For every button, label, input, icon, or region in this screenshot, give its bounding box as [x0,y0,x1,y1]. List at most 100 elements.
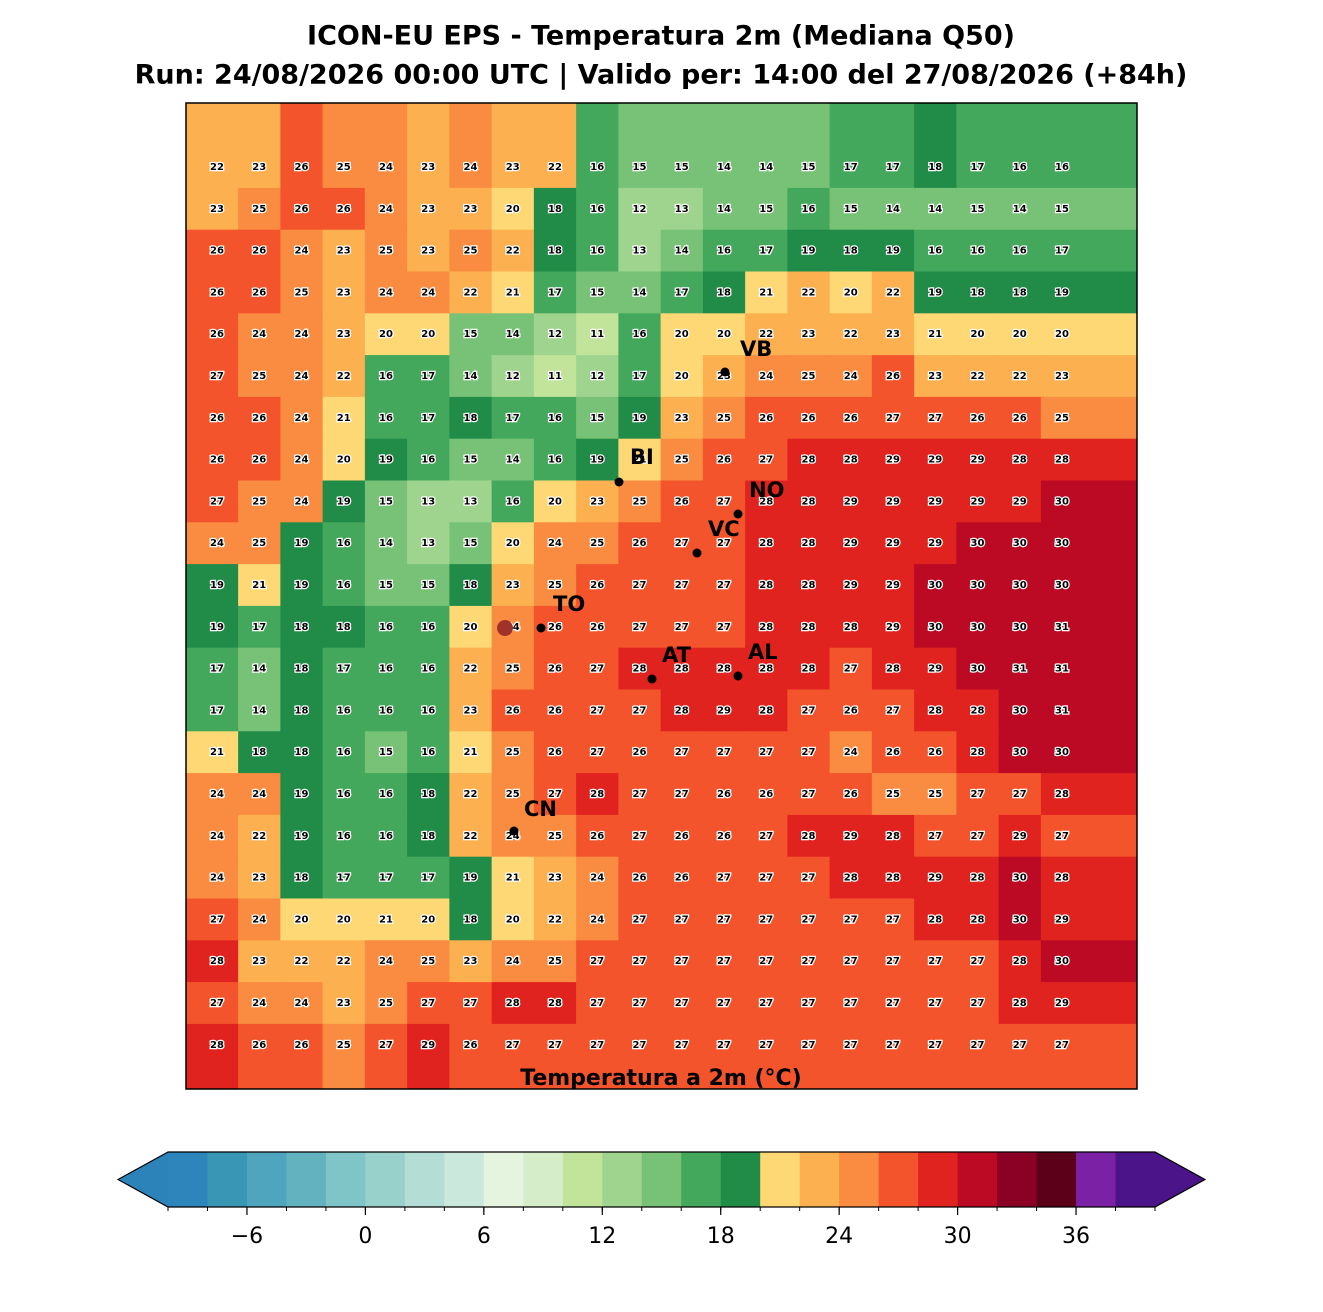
temperature-cell [956,647,1000,690]
value-label: 16 [1013,246,1027,257]
temperature-cell [364,940,408,983]
temperature-cell [871,773,915,816]
value-label: 27 [802,998,816,1009]
value-label: 28 [928,914,942,925]
temperature-cell [407,480,450,523]
value-label: 27 [971,1040,985,1051]
value-label: 21 [252,580,266,591]
temperature-cell [407,313,450,356]
value-label: 27 [717,747,731,758]
temperature-cell [533,103,577,189]
temperature-cell [322,187,366,231]
temperature-cell [914,229,957,272]
value-label: 17 [1055,246,1069,257]
value-label: 28 [971,873,985,884]
temperature-cell [449,856,493,899]
value-label: 27 [675,538,689,549]
temperature-cell [702,856,746,899]
value-label: 14 [675,246,689,257]
temperature-cell [280,564,324,607]
value-label: 19 [210,622,224,633]
value-label: 28 [548,998,562,1009]
temperature-cell [745,647,788,690]
value-label: 24 [464,162,478,173]
temperature-cell [956,103,1000,189]
value-label: 28 [844,873,858,884]
value-label: 17 [210,705,224,716]
value-label: 23 [421,162,435,173]
temperature-cell [956,438,1000,481]
temperature-cell [956,982,1000,1025]
value-label: 16 [633,329,647,340]
temperature-cell [618,731,662,774]
value-label: 16 [590,204,604,215]
temperature-cell [914,982,957,1025]
value-label: 18 [548,246,562,257]
value-label: 26 [886,371,900,382]
value-label: 27 [844,998,858,1009]
value-label: 24 [210,873,224,884]
value-label: 17 [210,664,224,675]
value-label: 26 [717,789,731,800]
temperature-cell [238,898,281,941]
value-label: 27 [548,789,562,800]
temperature-cell [1040,313,1137,356]
value-label: 27 [210,371,224,382]
value-label: 27 [971,789,985,800]
temperature-cell [576,731,619,774]
city-marker [733,671,743,681]
temperature-cell [618,480,662,523]
value-label: 27 [421,998,435,1009]
temperature-cell [702,103,746,189]
value-label: 27 [759,873,773,884]
temperature-cell [449,271,493,314]
value-label: 28 [802,455,816,466]
temperature-cell [956,773,1000,816]
temperature-cell [491,355,535,398]
temperature-field [186,103,1137,1089]
temperature-cell [449,438,493,481]
value-label: 15 [379,747,393,758]
value-label: 27 [886,956,900,967]
value-label: 26 [590,831,604,842]
value-label: 31 [1055,705,1069,716]
temperature-cell [1040,187,1137,231]
temperature-cell [998,940,1042,983]
temperature-cell [787,480,831,523]
temperature-cell [787,271,831,314]
value-label: 25 [506,664,520,675]
city-marker [733,509,743,519]
temperature-cell [364,982,408,1025]
temperature-cell [998,396,1042,440]
value-label: 15 [590,413,604,424]
value-label: 20 [844,287,858,298]
temperature-cell [998,103,1042,189]
temperature-cell [871,271,915,314]
value-label: 24 [252,789,266,800]
temperature-cell [829,271,873,314]
temperature-cell [186,187,239,231]
value-label: 20 [379,329,393,340]
temperature-cell [829,396,873,440]
value-label: 25 [252,371,266,382]
value-label: 26 [928,747,942,758]
value-label: 29 [886,580,900,591]
value-label: 16 [379,705,393,716]
value-label: 26 [633,538,647,549]
city-label: BI [630,445,654,469]
value-label: 29 [844,831,858,842]
value-label: 14 [464,371,478,382]
colorbar-swatch [997,1152,1038,1207]
temperature-cell [702,982,746,1025]
temperature-cell [449,396,493,440]
value-label: 24 [295,496,309,507]
value-label: 26 [759,413,773,424]
temperature-cell [238,856,281,899]
temperature-cell [660,856,704,899]
value-label: 17 [548,287,562,298]
value-label: 18 [844,246,858,257]
temperature-cell [914,731,957,774]
value-label: 29 [971,496,985,507]
temperature-cell [491,522,535,565]
temperature-cell [829,229,873,272]
